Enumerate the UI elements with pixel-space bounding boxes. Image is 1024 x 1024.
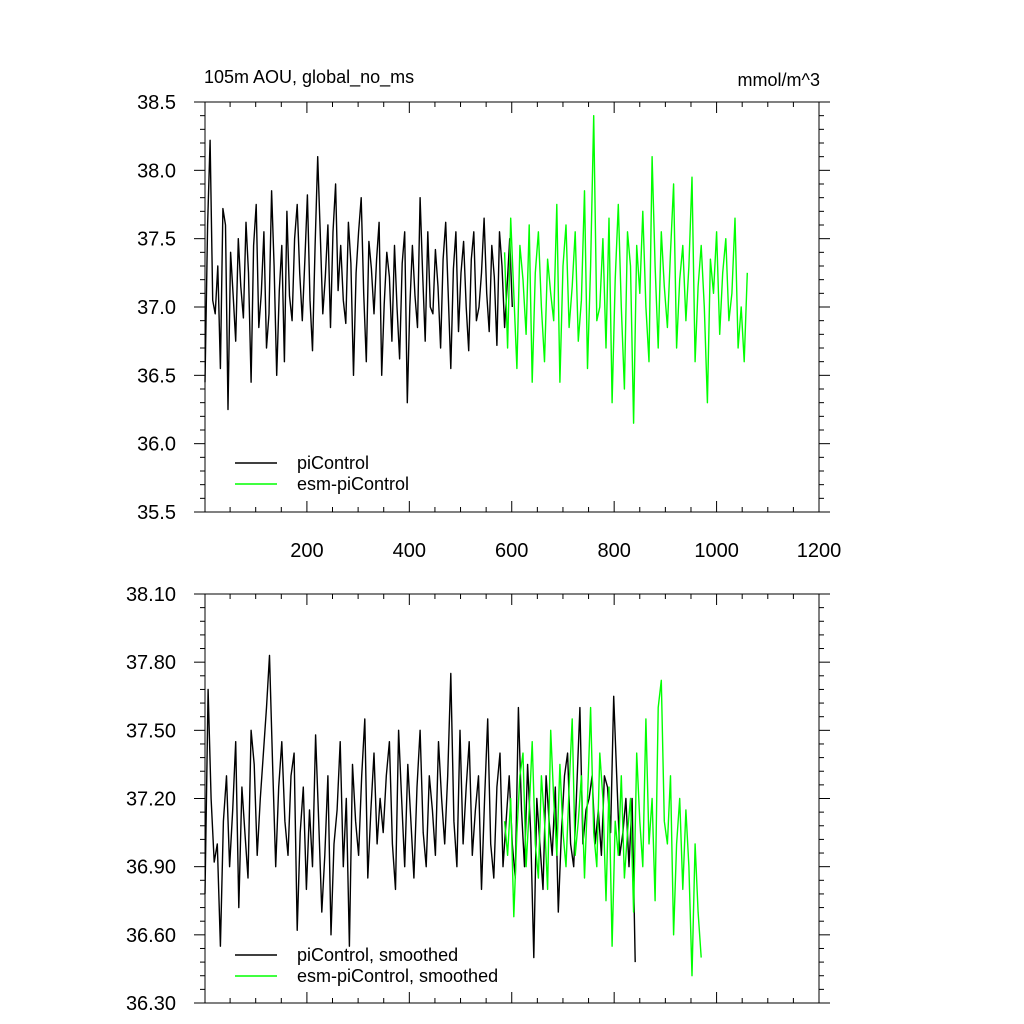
x-tick-label: 1000 [694, 540, 739, 562]
x-tick-label: 800 [597, 540, 630, 562]
y-tick-label: 36.60 [126, 925, 176, 947]
series-line-picontrol [204, 139, 513, 411]
y-tick-label: 35.5 [137, 502, 176, 524]
y-tick-label: 38.10 [126, 584, 176, 606]
y-tick-label: 38.0 [137, 160, 176, 182]
legend-label: esm-piControl, smoothed [297, 966, 498, 986]
plot-frame [204, 593, 820, 1004]
x-tick-label: 600 [495, 540, 528, 562]
x-tick-label: 200 [290, 540, 323, 562]
y-tick-label: 37.50 [126, 720, 176, 742]
legend-label: piControl [297, 453, 369, 473]
y-tick-label: 38.5 [137, 92, 176, 114]
y-tick-label: 37.80 [126, 652, 176, 674]
y-tick-label: 37.0 [137, 297, 176, 319]
y-tick-label: 37.20 [126, 789, 176, 811]
y-tick-label: 36.30 [126, 993, 176, 1015]
series-line-esm-picontrol [503, 679, 702, 977]
legend-label: esm-piControl [297, 474, 409, 494]
y-tick-label: 36.0 [137, 434, 176, 456]
bottom-panel: 36.30 36.60 36.90 37.20 37.50 37.80 38.10 piCon… [126, 584, 830, 1015]
series-line-picontrol [204, 654, 636, 963]
y-tick-label: 36.5 [137, 365, 176, 387]
units-label: mmol/m^3 [738, 70, 820, 90]
y-tick-label: 37.5 [137, 229, 176, 251]
y-tick-label: 36.90 [126, 857, 176, 879]
legend-label: piControl, smoothed [297, 945, 458, 965]
figure-title: 105m AOU, global_no_ms [204, 67, 414, 88]
x-tick-label: 1200 [797, 540, 842, 562]
series-line-esm-picontrol [503, 114, 748, 424]
top-panel: 200 400 600 800 1000 1200 35.5 36.0 36.5 37.0 37.5… [137, 92, 841, 562]
x-tick-label: 400 [393, 540, 426, 562]
